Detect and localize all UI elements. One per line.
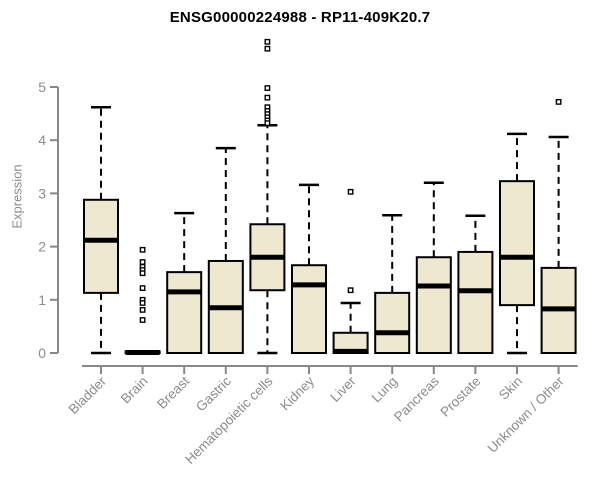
- x-tick-label: Breast: [154, 373, 192, 411]
- y-tick-label: 2: [38, 239, 46, 255]
- x-tick-label: Unknown / Other: [484, 373, 567, 456]
- y-tick-label: 3: [38, 185, 46, 201]
- y-tick-label: 0: [38, 345, 46, 361]
- outlier-point: [139, 300, 146, 306]
- x-tick-label: Bladder: [66, 373, 110, 417]
- outlier-point: [347, 287, 354, 294]
- box-iqr: [166, 271, 203, 354]
- outlier-point: [139, 285, 146, 291]
- box-iqr: [457, 250, 494, 354]
- x-tick-label: Lung: [368, 374, 400, 406]
- x-tick-label: Brain: [118, 374, 151, 407]
- outlier-point: [264, 85, 271, 91]
- outlier-point: [555, 98, 562, 105]
- box-iqr: [374, 291, 411, 355]
- x-tick-label: Gastric: [193, 373, 234, 414]
- x-tick-label: Pancreas: [391, 373, 442, 424]
- outlier-point: [139, 317, 146, 323]
- outlier-point: [264, 38, 271, 45]
- outlier-point: [139, 270, 146, 277]
- box-iqr: [83, 198, 119, 294]
- outlier-point: [264, 94, 271, 101]
- x-tick-label: Prostate: [437, 374, 483, 420]
- y-tick-label: 1: [38, 292, 46, 308]
- box-iqr: [291, 264, 327, 354]
- box-iqr: [499, 180, 535, 307]
- chart-title: ENSG00000224988 - RP11-409K20.7: [169, 9, 431, 26]
- y-tick-label: 4: [38, 132, 46, 148]
- x-tick-label: Skin: [496, 374, 525, 403]
- outlier-point: [347, 188, 354, 195]
- y-tick-label: 5: [38, 79, 46, 95]
- x-tick-label: Kidney: [277, 373, 317, 413]
- outlier-point: [264, 120, 271, 127]
- box-iqr: [415, 256, 452, 354]
- outlier-point: [139, 259, 146, 265]
- outlier-point: [264, 45, 271, 52]
- outlier-point: [139, 246, 146, 253]
- outlier-point: [139, 307, 146, 313]
- x-tick-label: Liver: [327, 373, 359, 405]
